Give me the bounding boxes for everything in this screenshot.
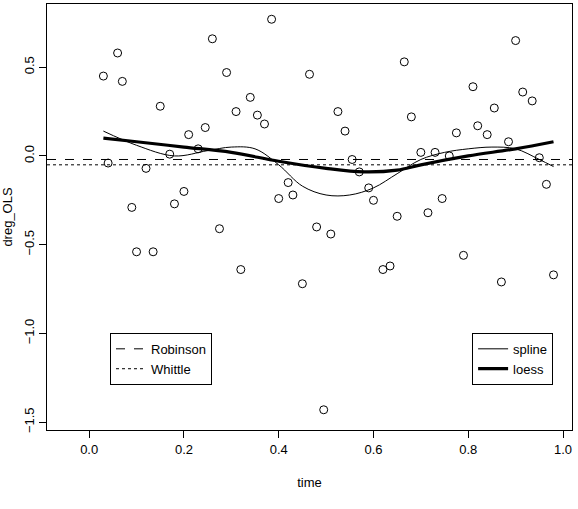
- svg-text:0.0: 0.0: [22, 145, 37, 163]
- svg-text:Whittle: Whittle: [151, 362, 191, 377]
- svg-text:time: time: [297, 475, 322, 490]
- svg-text:−1.5: −1.5: [22, 407, 37, 433]
- svg-text:1.0: 1.0: [554, 442, 572, 457]
- svg-text:0.0: 0.0: [80, 442, 98, 457]
- svg-text:0.5: 0.5: [22, 56, 37, 74]
- svg-text:−0.5: −0.5: [22, 230, 37, 256]
- svg-text:0.4: 0.4: [270, 442, 288, 457]
- svg-text:−1.0: −1.0: [22, 319, 37, 345]
- svg-text:loess: loess: [513, 362, 544, 377]
- svg-text:spline: spline: [513, 342, 547, 357]
- svg-text:0.2: 0.2: [175, 442, 193, 457]
- svg-text:Robinson: Robinson: [151, 342, 206, 357]
- svg-text:0.8: 0.8: [459, 442, 477, 457]
- svg-text:0.6: 0.6: [364, 442, 382, 457]
- svg-text:dreg_OLS: dreg_OLS: [0, 187, 15, 247]
